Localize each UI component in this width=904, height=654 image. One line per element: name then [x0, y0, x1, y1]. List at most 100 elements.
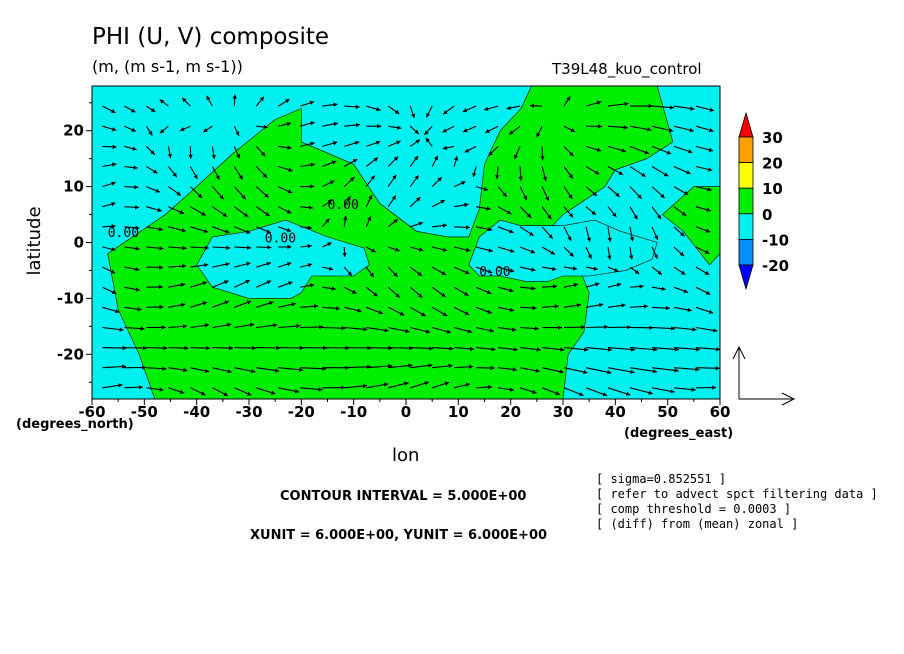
vector-arrow-293	[387, 174, 397, 187]
vector-arrow-85	[124, 326, 145, 331]
vector-arrow-172	[190, 262, 209, 268]
vector-arrow-373	[300, 121, 315, 127]
vector-arrow-187	[519, 266, 536, 272]
vector-arrow-152	[365, 286, 378, 297]
x-axis-label: lon	[392, 445, 420, 466]
vector-arrow-250	[673, 226, 685, 237]
vector-arrow-387	[607, 125, 628, 130]
x-tick-label-5: -10	[340, 403, 367, 421]
vector-arrow-70	[410, 346, 434, 351]
vector-arrow-360	[629, 145, 650, 155]
vector-arrow-331	[607, 166, 624, 176]
vector-arrow-25	[651, 387, 675, 394]
vector-arrow-396	[181, 97, 191, 107]
x-tick-label-4: -20	[288, 403, 315, 421]
vector-arrow-63	[256, 345, 281, 351]
vector-arrow-34	[234, 367, 256, 374]
vector-arrow-283	[168, 186, 182, 197]
vector-arrow-205	[300, 244, 312, 249]
vector-arrow-342	[233, 146, 241, 159]
x-tick-label-6: 0	[401, 403, 411, 421]
vector-arrow-265	[387, 195, 397, 208]
vector-arrow-343	[255, 146, 266, 157]
vector-arrow-415	[607, 101, 629, 107]
vector-arrow-350	[409, 139, 421, 147]
vector-arrow-26	[673, 387, 696, 392]
vector-arrow-406	[409, 105, 416, 119]
vector-arrow-379	[423, 125, 433, 136]
vector-arrow-93	[300, 324, 324, 330]
chart-subtitle: (m, (m s-1, m s-1))	[92, 57, 243, 76]
vector-arrow-41	[388, 363, 413, 369]
vector-arrow-349	[387, 140, 401, 147]
vector-arrow-419	[695, 105, 715, 112]
vector-arrow-204	[278, 244, 292, 250]
vector-arrow-390	[673, 125, 694, 133]
vector-arrow-177	[300, 263, 313, 268]
vector-arrow-199	[168, 245, 187, 251]
y-tick-label-0: 20	[63, 122, 84, 140]
vector-arrow-55	[695, 366, 720, 371]
y-axis-label: latitude	[24, 206, 45, 276]
vector-arrow-51	[607, 367, 635, 374]
vector-arrow-323	[431, 155, 439, 167]
vector-units: XUNIT = 6.000E+00, YUNIT = 6.000E+00	[250, 528, 548, 543]
vector-arrow-71	[432, 346, 454, 351]
vector-arrow-334	[673, 165, 691, 175]
vector-arrow-284	[190, 186, 203, 199]
vector-arrow-296	[453, 180, 466, 188]
vector-arrow-165	[651, 286, 666, 291]
vector-arrow-316	[278, 165, 293, 172]
vector-arrow-97	[388, 326, 410, 334]
y-tick-label-3: -10	[57, 289, 84, 307]
vector-arrow-285	[211, 186, 225, 200]
vector-arrow-28	[102, 364, 127, 369]
vector-arrow-210	[410, 246, 424, 252]
region-2	[468, 219, 658, 282]
vector-arrow-101	[475, 326, 495, 333]
vector-arrow-144	[190, 281, 208, 288]
vector-arrow-156	[453, 286, 469, 297]
vector-arrow-336	[102, 144, 117, 149]
vector-arrow-160	[542, 284, 558, 289]
vector-arrow-400	[278, 98, 290, 107]
vector-arrow-238	[410, 221, 424, 228]
vector-arrow-322	[409, 155, 419, 167]
vector-arrow-6	[234, 387, 252, 396]
vector-arrow-153	[387, 286, 401, 298]
vector-arrow-100	[453, 326, 473, 334]
vector-arrow-17	[476, 384, 492, 390]
vector-arrow-145	[212, 280, 229, 288]
x-unit-label: (degrees_east)	[624, 426, 734, 441]
vector-arrow-278	[673, 206, 687, 217]
vector-arrow-287	[255, 186, 269, 198]
vector-arrow-158	[497, 286, 514, 293]
vector-arrow-364	[102, 125, 117, 132]
vector-arrow-357	[563, 146, 574, 157]
colorbar-bin-3	[738, 187, 754, 215]
vector-arrow-295	[431, 176, 443, 187]
vector-arrow-221	[651, 246, 658, 259]
vector-arrow-268	[454, 202, 469, 208]
vector-arrow-372	[278, 122, 292, 127]
vector-arrow-346	[322, 141, 338, 147]
vector-arrow-201	[212, 245, 231, 250]
vector-arrow-134	[585, 302, 604, 308]
colorbar-label-3: 0	[762, 206, 772, 224]
vector-arrow-274	[585, 206, 597, 216]
y-tick-label-1: 10	[63, 178, 84, 196]
vector-arrow-167	[695, 286, 711, 295]
vector-arrow-403	[344, 104, 360, 109]
vector-arrow-18	[498, 387, 515, 392]
vector-arrow-219	[607, 246, 612, 260]
vector-arrow-233	[300, 225, 313, 230]
vector-arrow-362	[673, 145, 693, 154]
vector-arrow-392	[102, 105, 116, 114]
vector-arrow-394	[146, 105, 156, 113]
vector-arrow-395	[159, 99, 169, 107]
vector-arrow-180	[365, 266, 375, 278]
vector-arrow-235	[343, 215, 348, 227]
vector-arrow-231	[256, 226, 271, 234]
vector-arrow-166	[673, 286, 689, 293]
vector-arrow-113	[124, 306, 142, 312]
